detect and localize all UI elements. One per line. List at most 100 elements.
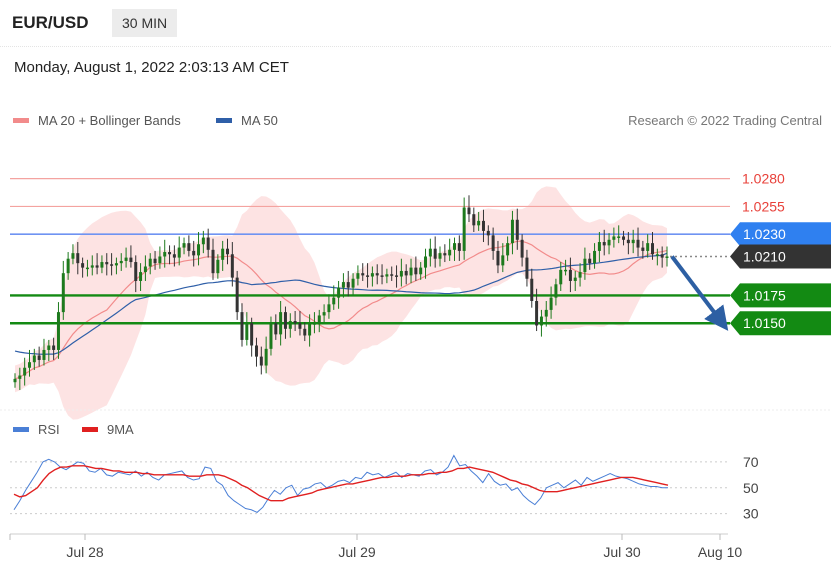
timestamp: Monday, August 1, 2022 2:03:13 AM CET — [14, 59, 289, 76]
candle-body — [588, 258, 592, 264]
time-tick-label: Jul 29 — [338, 544, 376, 560]
candle-body — [23, 367, 27, 376]
candle-body — [626, 239, 630, 244]
candle-body — [535, 300, 539, 326]
candle-body — [139, 272, 143, 281]
ma50-line — [14, 252, 668, 355]
candle-body — [380, 275, 384, 277]
candle-body — [346, 282, 350, 288]
candle-body — [27, 362, 31, 368]
candle-body — [32, 355, 36, 363]
candle-body — [312, 323, 316, 325]
research-credit: Research © 2022 Trading Central — [628, 113, 822, 128]
legend-ma20: MA 20 + Bollinger Bands — [38, 113, 181, 128]
candle-body — [597, 242, 601, 251]
candle-body — [259, 356, 263, 366]
candle-body — [322, 312, 326, 316]
candle-body — [665, 256, 669, 258]
candle-body — [448, 249, 452, 256]
candle-body — [568, 269, 572, 281]
candle-body — [327, 304, 331, 313]
candle-body — [61, 273, 65, 313]
candle-body — [404, 270, 408, 276]
candle-body — [230, 254, 234, 278]
candle-body — [481, 220, 485, 231]
candle-body — [583, 258, 587, 273]
candle-body — [549, 297, 553, 310]
ma20-line — [14, 240, 668, 380]
candle-body — [544, 309, 548, 317]
candle-body — [409, 267, 413, 276]
candle-body — [206, 237, 210, 250]
candle-body — [539, 316, 543, 326]
candle-body — [631, 239, 635, 244]
candle-body — [134, 262, 138, 281]
candle-body — [100, 262, 104, 268]
candle-body — [477, 220, 481, 226]
candle-body — [390, 274, 394, 276]
candle-body — [81, 263, 85, 268]
projection-arrow — [670, 255, 729, 331]
candle-body — [235, 277, 239, 313]
chart-header: EUR/USD 30 MIN — [0, 0, 831, 47]
time-tick-label: Jul 30 — [603, 544, 641, 560]
level-tag-1-0230 — [730, 222, 831, 247]
candle-body — [250, 323, 254, 346]
candle-body — [491, 235, 495, 251]
level-label-1-0280: 1.0280 — [742, 171, 785, 187]
interval-button[interactable]: 30 MIN — [112, 9, 178, 37]
candle-body — [655, 254, 659, 256]
candle-body — [308, 323, 312, 336]
candle-body — [47, 345, 51, 350]
legend-swatch-ma20 — [13, 118, 29, 123]
candle-body — [622, 236, 626, 240]
candle-body — [245, 323, 249, 340]
rsi-panel: 70 50 30 — [10, 454, 759, 522]
candle-body — [192, 250, 196, 256]
candle-body — [337, 287, 341, 298]
legend-9ma: 9MA — [107, 422, 134, 437]
level-tag-1-0210 — [730, 244, 831, 269]
candle-body — [288, 321, 292, 329]
candle-body — [52, 345, 56, 350]
candle-body — [269, 323, 273, 349]
candle-body — [211, 249, 215, 274]
legend-swatch-rsi — [13, 427, 29, 432]
candle-body — [95, 265, 99, 268]
candle-body — [607, 239, 611, 246]
candle-body — [293, 321, 297, 324]
candle-body — [90, 265, 94, 268]
candle-body — [119, 260, 123, 264]
level-label-1-0175: 1.0175 — [743, 287, 786, 303]
candle-body — [414, 267, 418, 275]
candle-body — [71, 253, 75, 259]
candle-body — [443, 253, 447, 256]
candle-body — [530, 278, 534, 301]
candle-body — [279, 312, 283, 335]
candle-body — [510, 219, 514, 244]
candle-body — [172, 254, 176, 258]
candle-body — [13, 378, 17, 383]
candle-body — [158, 256, 162, 264]
level-label-1-0150: 1.0150 — [743, 315, 786, 331]
candle-body — [66, 258, 70, 274]
candle-body — [617, 236, 621, 238]
candle-body — [472, 214, 476, 226]
rsi-9ma-line — [13, 465, 669, 502]
level-label-1-0210: 1.0210 — [743, 248, 786, 264]
price-panel: 1.0280 1.0255 1.0230 1.0210 1.0175 1.0150 — [10, 171, 831, 420]
candle-body — [433, 248, 437, 259]
candle-body — [201, 237, 205, 245]
candle-body — [216, 259, 220, 274]
candle-body — [18, 375, 22, 379]
candle-body — [356, 273, 360, 279]
legend-ma50: MA 50 — [241, 113, 278, 128]
candle-body — [554, 284, 558, 298]
candle-body — [351, 278, 355, 288]
candle-body — [114, 263, 118, 266]
candle-body — [559, 269, 563, 285]
symbol-label[interactable]: EUR/USD — [12, 13, 89, 32]
candle-body — [578, 272, 582, 278]
legend-swatch-ma50 — [216, 118, 232, 123]
candle-body — [254, 345, 258, 357]
